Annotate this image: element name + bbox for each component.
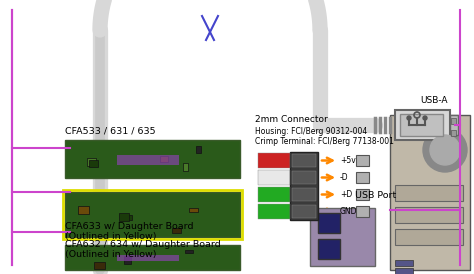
Bar [400, 114, 443, 136]
Bar [258, 204, 290, 219]
Bar [94, 262, 105, 269]
Bar [451, 130, 456, 136]
Bar [290, 152, 318, 220]
Circle shape [430, 135, 460, 165]
Bar [356, 172, 369, 184]
Bar [87, 158, 96, 165]
Text: CFA633 w/ Daughter Board
(Outlined in Yellow): CFA633 w/ Daughter Board (Outlined in Ye… [65, 222, 193, 241]
Bar [310, 208, 375, 266]
Text: Crimp Terminal: FCI/Berg 77138-001: Crimp Terminal: FCI/Berg 77138-001 [255, 137, 394, 146]
Bar [356, 189, 369, 201]
Text: USB-A: USB-A [420, 96, 448, 105]
Bar [450, 115, 458, 135]
Bar [395, 229, 463, 245]
Bar [258, 187, 290, 202]
Text: GND: GND [340, 207, 357, 216]
Bar [189, 208, 198, 212]
Bar [292, 205, 316, 218]
Text: +5v: +5v [340, 156, 356, 165]
Circle shape [423, 116, 427, 120]
Text: 2mm Connector: 2mm Connector [255, 115, 328, 124]
Bar [395, 185, 463, 201]
Bar [183, 163, 188, 171]
Bar [65, 192, 240, 237]
Text: Housing: FCI/Berg 90312-004: Housing: FCI/Berg 90312-004 [255, 127, 367, 136]
Bar [356, 206, 369, 218]
Bar [395, 268, 413, 274]
Bar [124, 256, 131, 264]
Circle shape [423, 128, 467, 172]
Circle shape [407, 116, 411, 120]
Text: CFA632 / 634 w/ Daughter Board
(Outlined in Yellow): CFA632 / 634 w/ Daughter Board (Outlined… [65, 240, 221, 259]
Bar [258, 204, 290, 219]
Bar [258, 153, 290, 168]
Bar [172, 228, 181, 233]
Bar [185, 250, 192, 253]
Bar [318, 239, 340, 259]
Bar [292, 188, 316, 201]
Bar [65, 140, 240, 178]
Bar [121, 215, 132, 220]
Bar [196, 146, 201, 153]
Bar [292, 154, 316, 167]
Bar [118, 155, 179, 165]
Text: +D: +D [340, 190, 352, 199]
Bar [78, 206, 90, 213]
Bar [258, 187, 290, 202]
Bar [258, 170, 290, 185]
Bar [258, 153, 290, 168]
Bar [395, 260, 413, 266]
Bar [118, 255, 179, 261]
Bar [118, 213, 129, 221]
Bar [395, 207, 463, 223]
Bar [65, 245, 240, 270]
Bar [318, 213, 340, 233]
Bar [89, 159, 98, 167]
Bar [258, 170, 290, 185]
Bar [395, 110, 450, 140]
Bar [356, 155, 369, 166]
Text: -D: -D [340, 173, 348, 182]
Bar [292, 171, 316, 184]
Bar [161, 156, 168, 162]
Bar [451, 118, 456, 124]
Text: CFA533 / 631 / 635: CFA533 / 631 / 635 [65, 127, 155, 136]
Text: USB Port: USB Port [355, 191, 396, 200]
Bar [63, 190, 242, 239]
Bar [390, 115, 470, 270]
